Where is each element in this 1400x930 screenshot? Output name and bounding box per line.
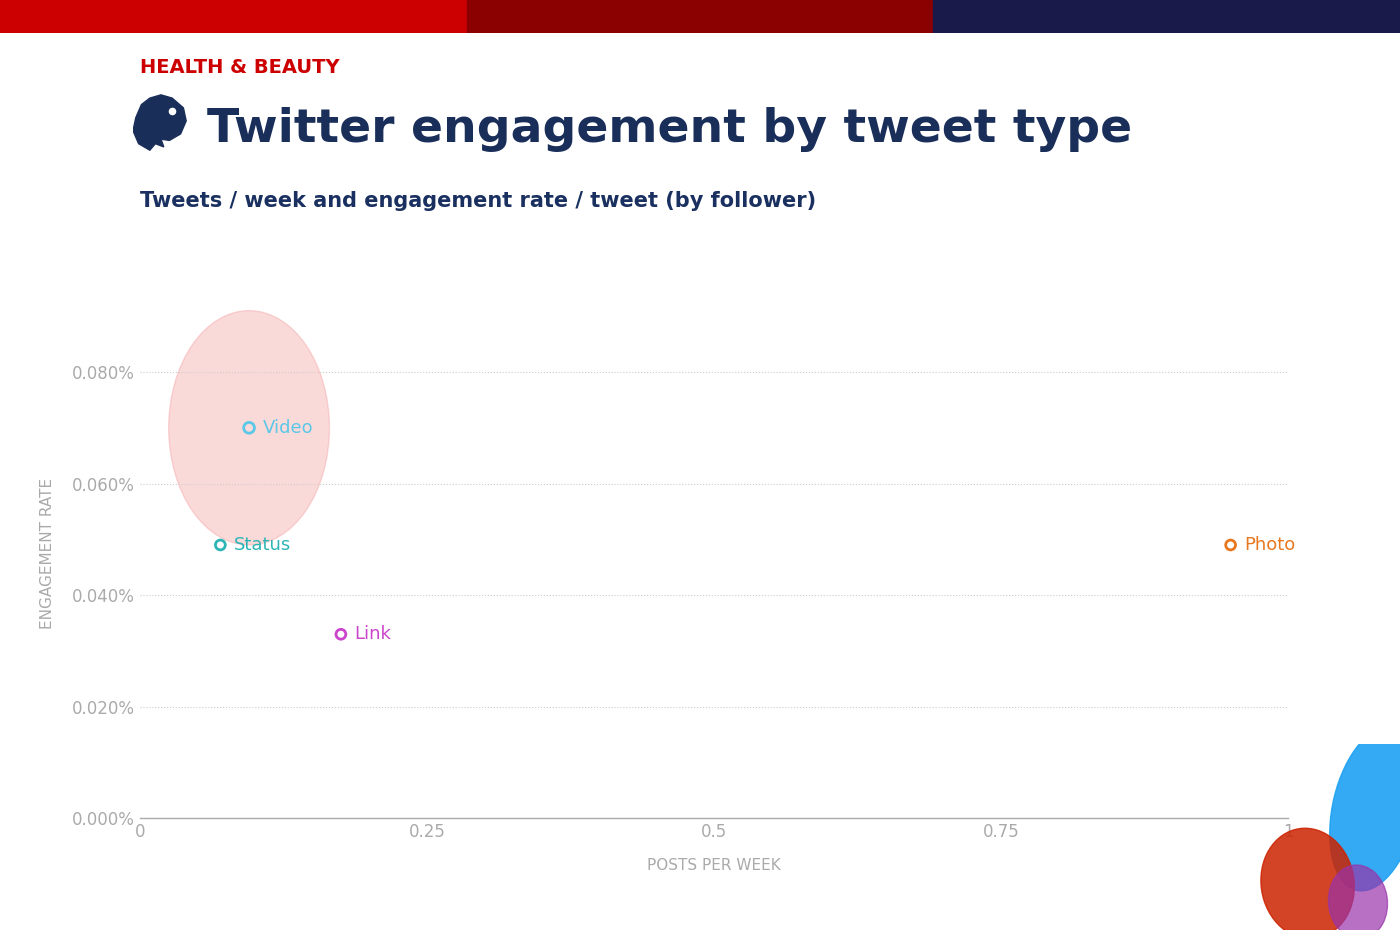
Y-axis label: ENGAGEMENT RATE: ENGAGEMENT RATE: [41, 478, 56, 629]
X-axis label: POSTS PER WEEK: POSTS PER WEEK: [647, 858, 781, 873]
Text: Twitter engagement by tweet type: Twitter engagement by tweet type: [207, 107, 1133, 152]
Bar: [0, 0, 466, 33]
Point: [330, 627, 353, 642]
Point: [1219, 538, 1242, 552]
Text: Rival: Rival: [1207, 854, 1257, 872]
Text: Video: Video: [263, 418, 314, 437]
Text: HEALTH & BEAUTY: HEALTH & BEAUTY: [140, 58, 340, 76]
Point: [238, 420, 260, 435]
Text: IQ: IQ: [1217, 881, 1247, 905]
Ellipse shape: [1329, 865, 1387, 930]
Text: Link: Link: [354, 625, 392, 644]
Text: Status: Status: [234, 536, 291, 554]
Point: [161, 104, 183, 119]
Ellipse shape: [1330, 727, 1400, 891]
Bar: [466, 0, 934, 33]
Ellipse shape: [1261, 829, 1354, 930]
Text: Photo: Photo: [1245, 536, 1295, 554]
Ellipse shape: [168, 311, 329, 545]
Bar: [934, 0, 1400, 33]
Text: Tweets / week and engagement rate / tweet (by follower): Tweets / week and engagement rate / twee…: [140, 191, 816, 211]
Point: [209, 538, 231, 552]
Polygon shape: [133, 95, 186, 151]
